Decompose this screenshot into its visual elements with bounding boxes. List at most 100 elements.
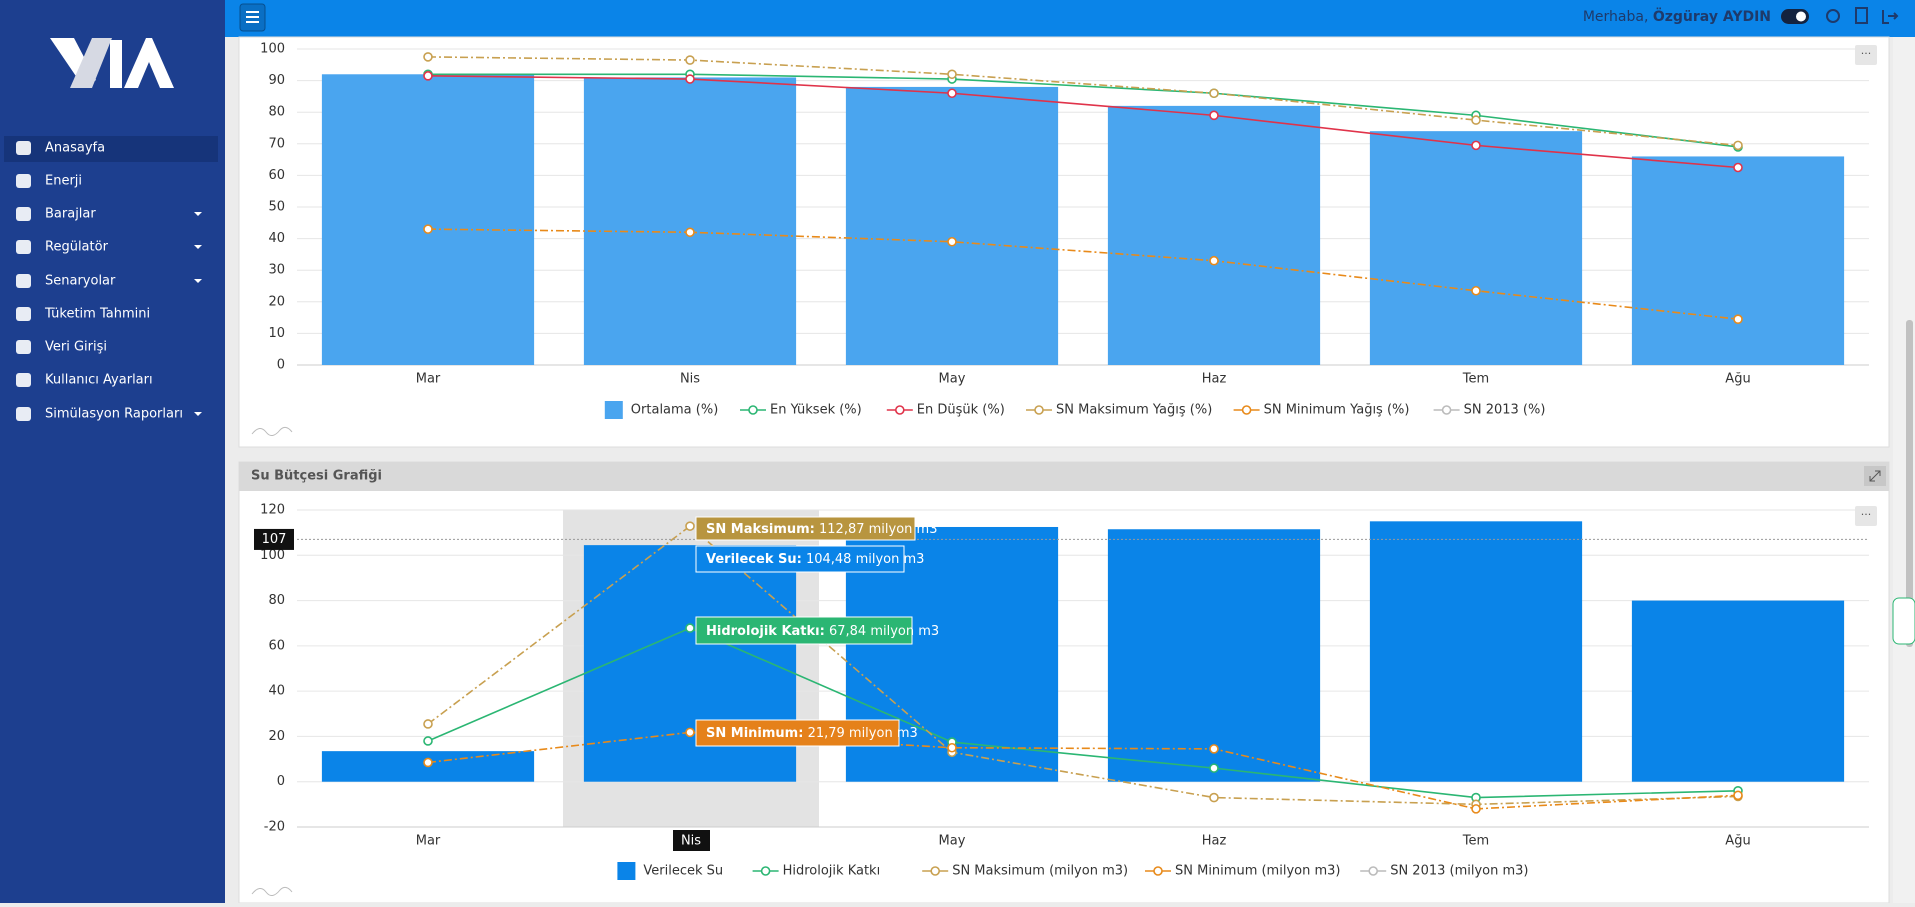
- tooltip-text: Hidrolojik Katkı: 67,84 milyon m3: [706, 624, 939, 639]
- y-tick-label: 100: [260, 42, 285, 57]
- y-tick-label: 0: [277, 774, 285, 789]
- x-tick-label: Haz: [1202, 372, 1227, 387]
- legend-point: [748, 405, 758, 415]
- chart-menu-button[interactable]: [1855, 506, 1877, 526]
- point: [685, 521, 695, 531]
- legend-label[interactable]: SN 2013 (milyon m3): [1390, 864, 1528, 879]
- legend-label[interactable]: SN 2013 (%): [1464, 403, 1546, 418]
- point: [1209, 255, 1219, 266]
- legend-label[interactable]: SN Minimum Yağış (%): [1264, 403, 1410, 418]
- submenu-arrow: [194, 245, 202, 249]
- doc-icon[interactable]: [1855, 7, 1868, 24]
- legend-point: [760, 866, 771, 876]
- point: [1733, 790, 1743, 801]
- point: [685, 727, 695, 738]
- point: [685, 55, 695, 65]
- menu-item[interactable]: Tüketim Tahmini: [44, 307, 150, 322]
- hamburger-icon: [246, 11, 259, 23]
- menu-icon: [16, 274, 31, 288]
- side-widget[interactable]: [1892, 597, 1915, 645]
- legend-point: [1153, 866, 1163, 876]
- menu-item[interactable]: Regülatör: [45, 240, 109, 255]
- tooltip-box: [695, 719, 900, 747]
- line: [427, 525, 1739, 806]
- panel-title: Su Bütçesi Grafiği: [251, 469, 382, 484]
- menu-item[interactable]: Kullanıcı Ayarları: [45, 373, 153, 388]
- menu-icon: [16, 407, 31, 421]
- legend-label[interactable]: Hidrolojik Katkı: [783, 864, 881, 879]
- point: [1733, 162, 1743, 173]
- bar: [1631, 156, 1845, 365]
- menu-icon: [16, 373, 31, 387]
- logo: [50, 38, 174, 88]
- settings-icon[interactable]: [1826, 9, 1840, 23]
- menu-icon: [16, 240, 31, 254]
- logout-icon[interactable]: [1882, 10, 1899, 24]
- tooltip-box: [695, 545, 905, 573]
- tooltip-text: SN Maksimum: 112,87 milyon m3: [706, 522, 937, 537]
- crosshair-label: 107: [262, 532, 287, 547]
- menu-item[interactable]: Simülasyon Raporları: [45, 407, 183, 422]
- y-tick-label: 120: [260, 503, 285, 518]
- menu-item[interactable]: Anasayfa: [45, 141, 105, 156]
- x-tick-label: May: [939, 372, 966, 387]
- bar: [1369, 521, 1583, 782]
- bar: [1107, 529, 1321, 782]
- legend-label[interactable]: Verilecek Su: [643, 864, 723, 879]
- panel-header: [239, 462, 1889, 491]
- y-tick-label: 50: [268, 200, 285, 215]
- menu-item[interactable]: Enerji: [45, 174, 82, 189]
- menu-item[interactable]: Senaryolar: [45, 274, 116, 289]
- menu-icon: [16, 174, 31, 188]
- point: [1471, 115, 1481, 125]
- scroll-thumb[interactable]: [1906, 320, 1913, 647]
- legend-point: [1368, 866, 1378, 876]
- point: [685, 74, 695, 84]
- scrollbar: [1893, 37, 1915, 903]
- point: [1471, 140, 1481, 151]
- line: [427, 731, 1739, 810]
- x-tick-label: Ağu: [1725, 372, 1750, 387]
- menu-item[interactable]: Barajlar: [45, 207, 96, 222]
- x-tick-label: Mar: [416, 834, 441, 849]
- active-menu-bg: [4, 136, 218, 162]
- line: [427, 56, 1739, 147]
- legend-label[interactable]: Ortalama (%): [631, 403, 718, 418]
- menu-icon: [16, 141, 31, 155]
- expand-icon: [1869, 470, 1881, 482]
- point: [947, 69, 957, 80]
- chart-menu-button[interactable]: [1855, 45, 1877, 65]
- greeting: Merhaba, Özgüray AYDIN: [1583, 7, 1771, 25]
- y-tick-label: 80: [268, 105, 285, 120]
- y-tick-label: 60: [268, 638, 285, 653]
- point: [423, 736, 433, 746]
- legend-label[interactable]: En Yüksek (%): [770, 403, 862, 418]
- tooltip-value: 67,84 milyon m3: [829, 624, 939, 639]
- point: [1733, 140, 1743, 151]
- tooltip-text: Verilecek Su: 104,48 milyon m3: [706, 552, 924, 567]
- y-tick-label: 20: [268, 294, 285, 309]
- submenu-arrow: [194, 279, 202, 283]
- y-tick-label: 60: [268, 168, 285, 183]
- y-tick-label: 0: [277, 358, 285, 373]
- chart-menu-dots: ···: [1861, 508, 1872, 521]
- tooltip-box: [695, 616, 913, 645]
- legend-label[interactable]: SN Maksimum Yağış (%): [1056, 403, 1212, 418]
- menu-item[interactable]: Veri Girişi: [45, 340, 107, 355]
- bar: [1107, 105, 1321, 365]
- bar: [321, 74, 535, 365]
- legend-label[interactable]: SN Maksimum (milyon m3): [952, 864, 1128, 879]
- x-tick-label: Nis: [680, 372, 700, 387]
- legend-label[interactable]: SN Minimum (milyon m3): [1175, 864, 1340, 879]
- y-tick-label: 70: [268, 136, 285, 151]
- legend-point: [894, 405, 905, 415]
- x-tick-label: Tem: [1462, 834, 1489, 849]
- legend-label[interactable]: En Düşük (%): [917, 403, 1005, 418]
- point: [947, 236, 957, 247]
- bar: [1369, 131, 1583, 365]
- point: [423, 719, 433, 729]
- menu-icon: [16, 307, 31, 321]
- chart-menu-dots: ···: [1861, 47, 1872, 60]
